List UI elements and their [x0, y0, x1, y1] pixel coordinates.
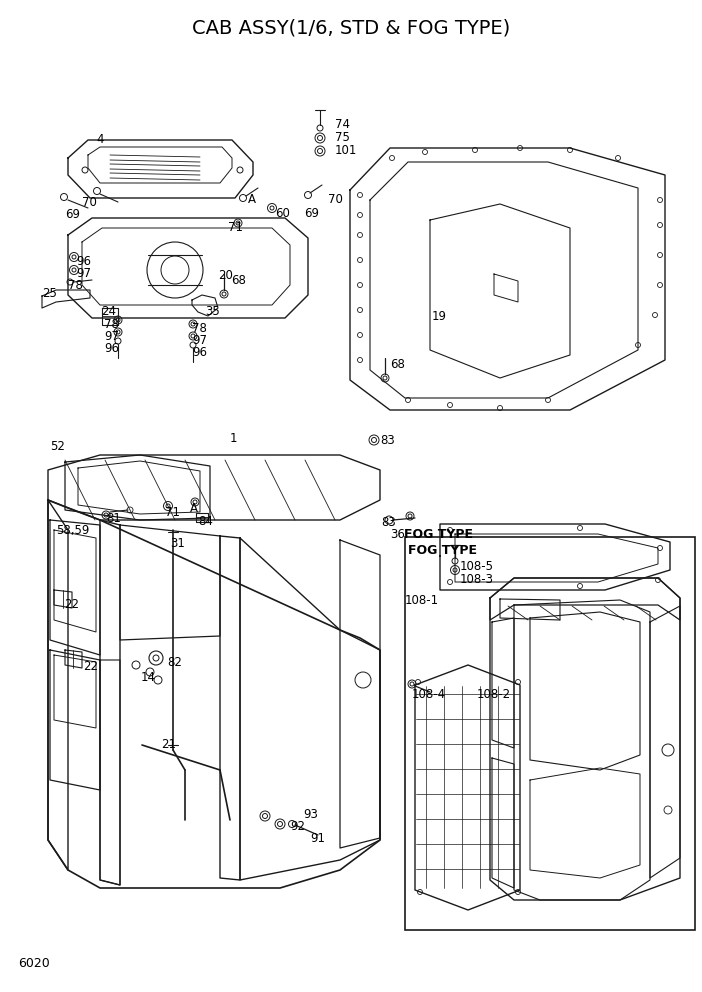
Text: 70: 70 [328, 193, 343, 206]
Text: 68: 68 [231, 274, 246, 287]
Text: 58,59: 58,59 [56, 524, 89, 537]
Text: 108-4: 108-4 [412, 688, 446, 701]
Text: 4: 4 [96, 133, 103, 146]
Text: CAB ASSY(1/6, STD & FOG TYPE): CAB ASSY(1/6, STD & FOG TYPE) [192, 18, 510, 37]
Text: 21: 21 [161, 738, 176, 751]
Text: 108-3: 108-3 [460, 573, 494, 586]
Text: 81: 81 [106, 512, 121, 525]
Text: 60: 60 [275, 207, 290, 220]
Text: 96: 96 [192, 346, 207, 359]
Text: 14: 14 [141, 671, 156, 684]
Text: 31: 31 [170, 537, 185, 550]
Text: 92: 92 [290, 820, 305, 833]
Text: 82: 82 [167, 656, 182, 669]
Text: 75: 75 [335, 131, 350, 144]
Text: 6020: 6020 [18, 957, 50, 970]
Text: 97: 97 [192, 334, 207, 347]
Text: 22: 22 [64, 598, 79, 611]
Text: 108-2: 108-2 [477, 688, 511, 701]
Text: 68: 68 [390, 358, 405, 371]
Text: 71: 71 [165, 506, 180, 519]
Text: 101: 101 [335, 144, 357, 157]
Text: 93: 93 [303, 808, 318, 821]
Text: 20: 20 [218, 269, 233, 282]
Text: 22: 22 [83, 660, 98, 673]
Text: 25: 25 [42, 287, 57, 300]
Text: 70: 70 [82, 196, 97, 209]
Text: 36: 36 [390, 528, 405, 541]
Text: 97: 97 [76, 267, 91, 280]
Text: 108-1: 108-1 [405, 594, 439, 607]
Text: 52: 52 [50, 440, 65, 453]
Text: 78: 78 [68, 279, 83, 292]
Text: FOG TYPE: FOG TYPE [408, 544, 477, 557]
Text: 69: 69 [65, 208, 80, 221]
Text: 96: 96 [104, 342, 119, 355]
Text: 19: 19 [432, 310, 447, 323]
Text: 84: 84 [198, 515, 213, 528]
Text: FOG TYPE: FOG TYPE [404, 528, 473, 541]
Text: 74: 74 [335, 118, 350, 131]
Text: 91: 91 [310, 832, 325, 845]
Text: 1: 1 [230, 432, 237, 445]
Text: 78: 78 [192, 322, 207, 335]
Text: 24: 24 [101, 305, 116, 318]
Text: 96: 96 [76, 255, 91, 268]
Text: 83: 83 [381, 516, 396, 529]
Text: A: A [190, 502, 198, 515]
Text: 97: 97 [104, 330, 119, 343]
Bar [405, 537, 695, 930]
Text: 78: 78 [104, 318, 119, 331]
Text: A: A [248, 193, 256, 206]
Text: 71: 71 [228, 221, 243, 234]
Text: 108-5: 108-5 [460, 560, 494, 573]
Text: 69: 69 [304, 207, 319, 220]
Text: 35: 35 [205, 305, 220, 318]
Text: 83: 83 [380, 434, 395, 447]
